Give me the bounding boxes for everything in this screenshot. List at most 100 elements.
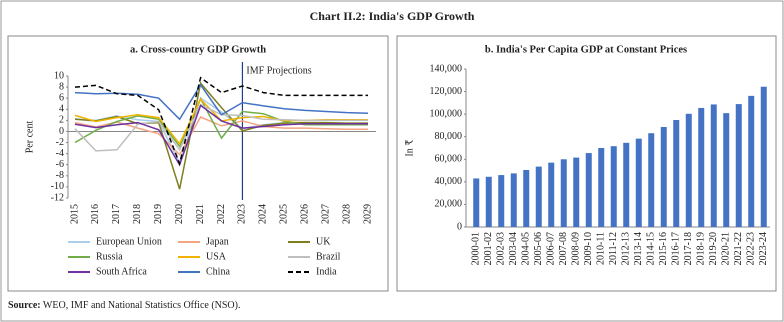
- x-tick-label: 2014-15: [646, 232, 657, 265]
- bar: [660, 127, 667, 227]
- legend-label: South Africa: [96, 266, 147, 277]
- bar: [710, 104, 717, 227]
- y-tick-label: 120,000: [430, 86, 463, 97]
- x-tick-label: 2006-07: [546, 232, 557, 265]
- x-tick-label: 2018: [132, 204, 143, 224]
- x-tick-label: 2022-23: [746, 232, 757, 265]
- y-tick-label: 0: [59, 126, 64, 137]
- panel-a-frame: [7, 35, 389, 292]
- x-tick-label: 2015-16: [658, 232, 669, 265]
- y-tick-label: 8: [59, 81, 64, 92]
- x-tick-label: 2013-14: [633, 232, 644, 265]
- x-tick-label: 2027: [320, 204, 331, 224]
- legend-label: Brazil: [316, 251, 341, 262]
- x-tick-label: 2021: [195, 204, 206, 224]
- panel-b-frame: [396, 35, 777, 292]
- bar: [648, 133, 655, 227]
- y-tick-label: 40,000: [435, 176, 463, 187]
- source-text: WEO, IMF and National Statistics Office …: [43, 300, 241, 311]
- series-line: [74, 104, 368, 167]
- x-tick-label: 2023: [237, 204, 248, 224]
- bar: [510, 173, 517, 227]
- legend-label: USA: [206, 251, 227, 262]
- y-tick-label: 140,000: [430, 63, 463, 74]
- panel-title: a. Cross-country GDP Growth: [130, 44, 266, 55]
- y-tick-label: -6: [56, 159, 64, 170]
- x-tick-label: 2029: [362, 204, 373, 224]
- bar: [748, 95, 755, 227]
- y-axis-label: Per cent: [24, 121, 35, 154]
- bar: [585, 153, 592, 227]
- x-tick-label: 2009-10: [583, 232, 594, 265]
- y-tick-label: 10: [54, 70, 64, 81]
- bar: [473, 178, 480, 227]
- x-tick-label: 2028: [341, 204, 352, 224]
- x-tick-label: 2020: [174, 204, 185, 224]
- x-tick-label: 2003-04: [508, 232, 519, 265]
- x-tick-label: 2022: [216, 204, 227, 224]
- y-tick-label: 100,000: [430, 108, 463, 119]
- y-tick-label: -12: [51, 192, 64, 203]
- x-tick-label: 2025: [279, 204, 290, 224]
- bar: [623, 142, 630, 227]
- series-line: [74, 76, 368, 167]
- legend-label: Japan: [206, 236, 229, 247]
- bar: [685, 113, 692, 227]
- x-tick-label: 2010-11: [596, 232, 607, 265]
- legend-label: European Union: [96, 236, 162, 247]
- bar: [535, 166, 542, 227]
- x-tick-label: 2024: [258, 204, 269, 224]
- x-tick-label: 2021-22: [733, 232, 744, 265]
- y-tick-label: 80,000: [435, 131, 463, 142]
- y-tick-label: 6: [59, 92, 64, 103]
- bar: [698, 107, 705, 227]
- y-tick-label: 20,000: [435, 199, 463, 210]
- source-label: Source:: [8, 300, 41, 311]
- series-line: [74, 96, 368, 148]
- page-title: Chart II.2: India's GDP Growth: [310, 9, 475, 23]
- y-tick-label: -10: [51, 181, 64, 192]
- y-tick-label: 0: [457, 221, 462, 232]
- legend-label: India: [316, 266, 337, 277]
- bar: [548, 162, 555, 227]
- bar: [498, 175, 505, 227]
- bar: [723, 113, 730, 227]
- x-tick-label: 2015: [69, 204, 80, 224]
- x-tick-label: 2018-19: [696, 232, 707, 265]
- x-tick-label: 2011-12: [608, 232, 619, 265]
- x-tick-label: 2007-08: [558, 232, 569, 265]
- bar: [760, 86, 767, 228]
- x-tick-label: 2019: [153, 204, 164, 224]
- bar: [485, 176, 492, 227]
- x-tick-label: 2020-21: [721, 232, 732, 265]
- legend-label: UK: [316, 236, 331, 247]
- y-tick-label: -4: [56, 148, 64, 159]
- y-axis-label: In ₹: [404, 139, 415, 156]
- bar: [598, 148, 605, 227]
- y-tick-label: -8: [56, 170, 64, 181]
- x-tick-label: 2019-20: [708, 232, 719, 265]
- annotation: IMF Projections: [246, 65, 311, 76]
- x-tick-label: 2026: [300, 204, 311, 224]
- y-tick-label: 2: [59, 115, 64, 126]
- x-tick-label: 2016: [90, 204, 101, 224]
- bar: [610, 146, 617, 227]
- bar: [560, 159, 567, 227]
- legend-label: Russia: [96, 251, 123, 262]
- panel-title: b. India's Per Capita GDP at Constant Pr…: [485, 44, 687, 55]
- bar: [635, 138, 642, 227]
- x-tick-label: 2008-09: [571, 232, 582, 265]
- x-tick-label: 2002-03: [496, 232, 507, 265]
- x-tick-label: 2017-18: [683, 232, 694, 265]
- bar: [523, 170, 530, 227]
- x-tick-label: 2017: [111, 204, 122, 224]
- y-tick-label: 4: [59, 104, 64, 115]
- x-tick-label: 2004-05: [521, 232, 532, 265]
- x-tick-label: 2000-01: [471, 232, 482, 265]
- y-tick-label: -2: [56, 137, 64, 148]
- y-tick-label: 60,000: [435, 154, 463, 165]
- x-tick-label: 2012-13: [621, 232, 632, 265]
- bar: [673, 120, 680, 227]
- x-tick-label: 2001-02: [483, 232, 494, 265]
